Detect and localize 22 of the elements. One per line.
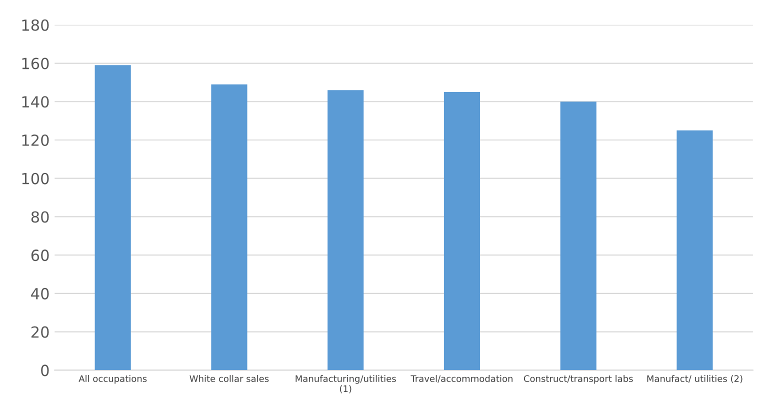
y-tick-label: 140 [22, 96, 49, 108]
y-tick-label: 20 [31, 326, 49, 338]
x-tick-label: Construct/transport labs [524, 375, 633, 384]
bar [328, 90, 364, 370]
bar [444, 92, 480, 370]
bar [211, 84, 248, 370]
bar [560, 102, 596, 370]
y-tick-label: 40 [31, 288, 49, 300]
y-tick-label: 180 [22, 19, 49, 31]
bar [94, 65, 131, 370]
y-tick-label: 60 [31, 250, 49, 262]
x-tick-label: Manufact/ utilities (2) [647, 375, 742, 384]
y-tick-label: 120 [22, 134, 49, 146]
y-tick-label: 100 [22, 172, 49, 184]
x-tick-label: Travel/accommodation [410, 375, 512, 383]
x-tick-label: Manufacturing/utilities (1) [296, 375, 396, 394]
y-tick-label: 0 [41, 364, 49, 376]
y-tick-label: 160 [22, 58, 49, 70]
x-tick-label: White collar sales [190, 375, 269, 382]
bar [676, 130, 713, 370]
x-tick-label: All occupations [78, 375, 147, 384]
y-tick-label: 80 [31, 211, 49, 223]
